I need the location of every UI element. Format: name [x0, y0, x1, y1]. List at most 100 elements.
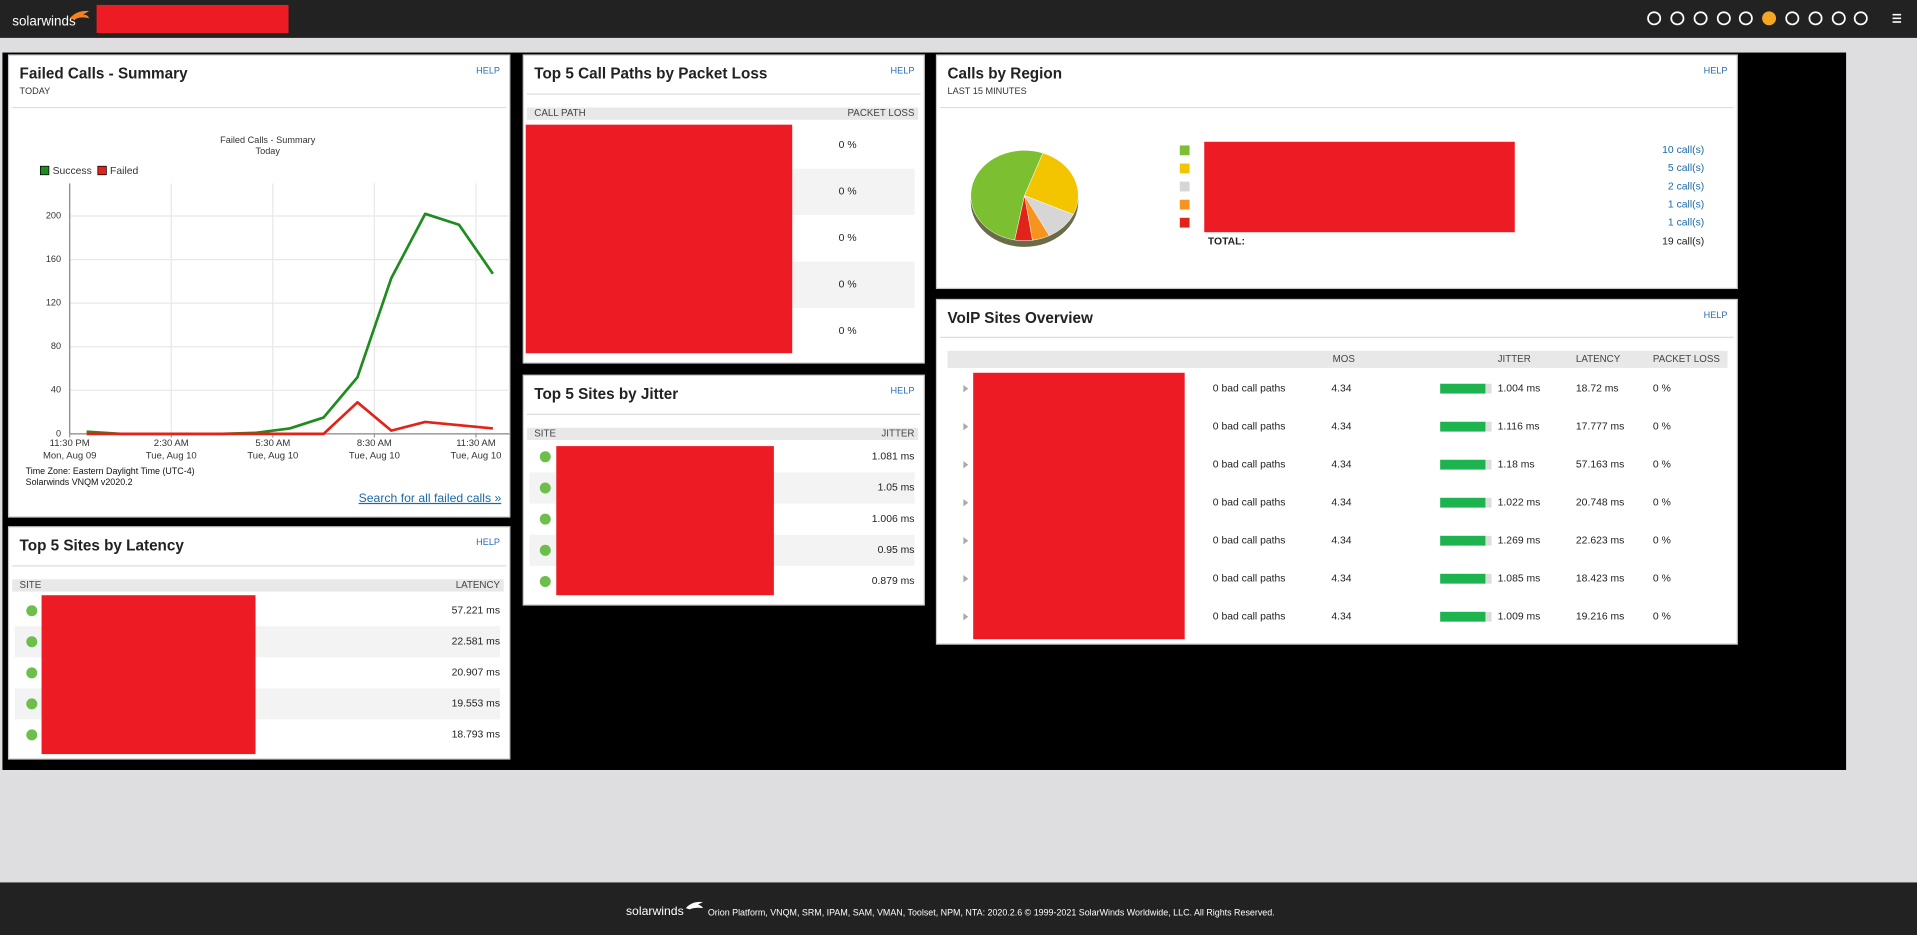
column-header: SITE — [20, 580, 42, 591]
table-header — [12, 579, 504, 592]
help-link[interactable]: HELP — [1704, 310, 1728, 320]
expand-arrow[interactable] — [963, 575, 969, 583]
region-count[interactable]: 2 call(s) — [1668, 181, 1704, 192]
view-dot[interactable] — [1670, 11, 1685, 26]
status-dot — [26, 605, 38, 617]
help-link[interactable]: HELP — [891, 386, 915, 396]
y-tick-label: 160 — [46, 254, 61, 264]
view-dot[interactable] — [1738, 11, 1753, 26]
timezone: Time Zone: Eastern Daylight Time (UTC-4) — [26, 466, 195, 476]
status-dot — [26, 698, 38, 710]
x-tick-label: 11:30 AM — [456, 438, 496, 449]
region-count[interactable]: 1 call(s) — [1668, 199, 1704, 210]
widget-subtitle: LAST 15 MINUTES — [947, 86, 1026, 96]
redacted — [96, 4, 289, 33]
view-dot[interactable] — [1831, 11, 1846, 26]
expand-arrow[interactable] — [963, 613, 969, 621]
expand-arrow[interactable] — [963, 385, 969, 393]
legend-swatch — [1179, 181, 1190, 192]
cell: 1.18 ms — [1498, 459, 1535, 470]
cell: 18.72 ms — [1576, 383, 1619, 394]
column-header: PACKET LOSS — [1653, 354, 1720, 365]
view-dot[interactable] — [1647, 11, 1662, 26]
jitter-bar — [1440, 421, 1486, 432]
cell: 0 % — [839, 280, 857, 291]
jitter-bar — [1440, 611, 1486, 622]
help-link[interactable]: HELP — [891, 65, 915, 75]
y-tick-label: 80 — [51, 341, 61, 351]
cell: 0 % — [1653, 497, 1671, 508]
cell: 18.423 ms — [1576, 573, 1624, 584]
status-dot — [539, 451, 551, 463]
version: Solarwinds VNQM v2020.2 — [26, 477, 133, 487]
region-count[interactable]: 1 call(s) — [1668, 217, 1704, 228]
view-dot[interactable] — [1808, 11, 1823, 26]
cell: 0 % — [839, 326, 857, 337]
status-dot — [539, 482, 551, 494]
cell: 20.748 ms — [1576, 497, 1624, 508]
top-bar — [0, 0, 1917, 38]
redacted — [1204, 141, 1515, 233]
table-header — [526, 427, 919, 440]
expand-arrow[interactable] — [963, 423, 969, 431]
region-count[interactable]: 10 call(s) — [1662, 145, 1704, 156]
cell: 0 bad call paths — [1213, 611, 1286, 622]
cell: 0 % — [1653, 383, 1671, 394]
x-tick-label: Tue, Aug 10 — [349, 450, 400, 461]
pie-slice — [1014, 195, 1033, 242]
help-link[interactable]: HELP — [476, 537, 500, 547]
cell: 57.221 ms — [452, 605, 500, 616]
cell: 0 bad call paths — [1213, 383, 1286, 394]
expand-arrow[interactable] — [963, 461, 969, 469]
cell: 0 % — [839, 233, 857, 244]
widget-subtitle: TODAY — [20, 86, 51, 96]
column-header: LATENCY — [1576, 354, 1621, 365]
y-tick-label: 120 — [46, 298, 61, 308]
x-tick-label: Tue, Aug 10 — [146, 450, 197, 461]
cell: 4.34 — [1331, 421, 1351, 432]
x-tick-label: Tue, Aug 10 — [450, 450, 501, 461]
legend-swatch — [39, 165, 50, 176]
expand-arrow[interactable] — [963, 537, 969, 545]
cell: 4.34 — [1331, 459, 1351, 470]
row-stripe — [792, 261, 915, 308]
widget-title: Calls by Region — [947, 66, 1062, 83]
column-header: CALL PATH — [534, 108, 585, 119]
cell: 4.34 — [1331, 535, 1351, 546]
widget — [7, 54, 511, 518]
legend-swatch — [1179, 199, 1190, 210]
cell: 20.907 ms — [452, 668, 500, 679]
footer-logo: solarwinds — [626, 904, 684, 918]
pie-slice — [970, 150, 1044, 241]
cell: 1.009 ms — [1498, 611, 1541, 622]
menu-icon[interactable] — [1892, 13, 1902, 23]
cell: 0.95 ms — [878, 545, 915, 556]
x-tick-label: Mon, Aug 09 — [43, 450, 96, 461]
search-link[interactable]: Search for all failed calls » — [359, 491, 502, 505]
expand-arrow[interactable] — [963, 499, 969, 507]
view-dot[interactable] — [1693, 11, 1708, 26]
view-dot[interactable] — [1853, 11, 1868, 26]
x-tick-label: Tue, Aug 10 — [247, 450, 298, 461]
x-tick-label: 5:30 AM — [255, 438, 290, 449]
cell: 1.116 ms — [1498, 421, 1540, 432]
status-dot — [539, 575, 551, 587]
view-dot-active[interactable] — [1762, 11, 1777, 26]
legend-swatch — [1179, 217, 1190, 228]
region-count[interactable]: 5 call(s) — [1668, 163, 1704, 174]
view-dot[interactable] — [1716, 11, 1731, 26]
cell: 0.879 ms — [872, 576, 915, 587]
cell: 22.623 ms — [1576, 535, 1624, 546]
legend-label: Success — [53, 166, 92, 177]
view-dot[interactable] — [1785, 11, 1800, 26]
help-link[interactable]: HELP — [476, 65, 500, 75]
help-link[interactable]: HELP — [1704, 65, 1728, 75]
jitter-bar — [1440, 535, 1486, 546]
status-dot — [539, 513, 551, 525]
status-dot — [26, 636, 38, 648]
widget-title: Top 5 Sites by Jitter — [534, 386, 678, 403]
cell: 4.34 — [1331, 383, 1351, 394]
widget-title: VoIP Sites Overview — [947, 310, 1093, 327]
series-line — [86, 400, 494, 436]
cell: 0 bad call paths — [1213, 573, 1286, 584]
